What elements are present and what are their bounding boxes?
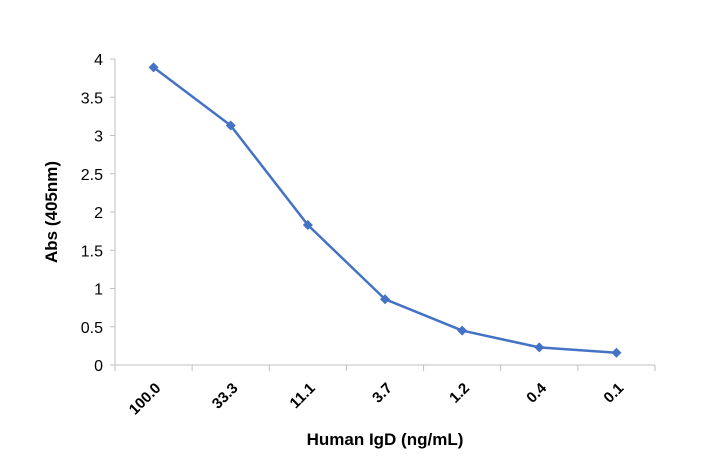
- data-point-marker: [302, 220, 313, 231]
- data-point-marker: [611, 347, 622, 358]
- data-point-marker: [148, 62, 159, 73]
- x-tick-label: 0.1: [600, 380, 627, 407]
- x-axis-title: Human IgD (ng/mL): [307, 430, 464, 449]
- data-point-marker: [225, 120, 236, 131]
- x-axis: 100.0 33.3 11.1 3.7 1.2 0.4 0.1: [114, 364, 656, 419]
- x-tick-label: 0.4: [523, 379, 550, 406]
- series-layer: [148, 62, 622, 358]
- y-tick-label: 0: [94, 358, 103, 375]
- y-tick-label: 1.5: [81, 243, 103, 260]
- y-tick-label: 4: [94, 52, 103, 69]
- data-point-marker: [534, 342, 545, 353]
- x-tick-label: 11.1: [287, 380, 319, 412]
- x-tick-label: 33.3: [209, 380, 242, 413]
- y-axis: 0 0.5 1 1.5 2 2.5 3 3.5 4: [81, 52, 116, 375]
- y-tick-label: 2: [94, 205, 103, 222]
- y-tick-label: 2.5: [81, 167, 103, 184]
- y-tick-label: 1: [94, 282, 103, 299]
- y-tick-label: 3.5: [81, 90, 103, 107]
- x-tick-label: 100.0: [126, 380, 165, 419]
- data-point-marker: [380, 294, 390, 305]
- y-tick-label: 3: [94, 129, 103, 146]
- series-line: [152, 66, 617, 355]
- x-tick-label: 3.7: [369, 380, 396, 407]
- y-tick-label: 0.5: [81, 320, 103, 337]
- y-axis-title: Abs (405nm): [42, 161, 61, 263]
- x-tick-label: 1.2: [446, 380, 473, 407]
- data-point-marker: [457, 325, 468, 336]
